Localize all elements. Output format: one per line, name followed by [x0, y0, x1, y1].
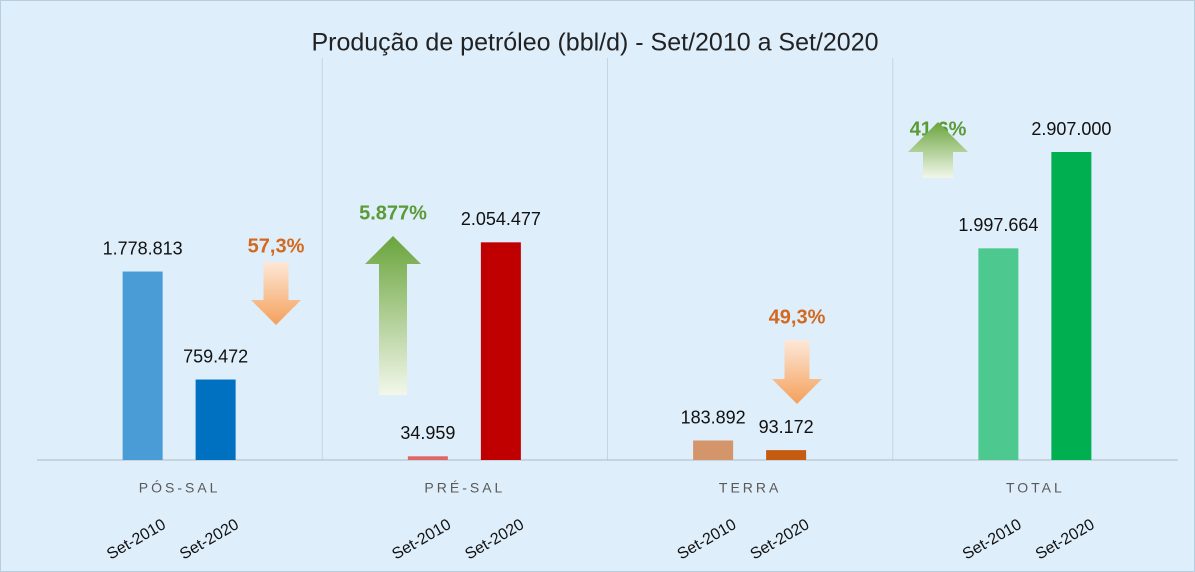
change-label: 57,3% — [248, 235, 305, 257]
value-label: 1.997.664 — [958, 215, 1038, 235]
x-tick-label: PÓS-SAL — [139, 480, 221, 496]
bar — [480, 242, 521, 460]
value-label: 34.959 — [400, 423, 455, 443]
x-tick-label: TERRA — [719, 480, 781, 496]
arrow-down — [772, 340, 822, 404]
arrow-down — [251, 262, 301, 325]
bar — [1051, 152, 1092, 460]
bar — [195, 379, 236, 460]
x-tick-label: PRÉ-SAL — [424, 480, 505, 496]
bar — [407, 456, 448, 460]
value-label: 93.172 — [759, 417, 814, 437]
value-label: 1.778.813 — [103, 238, 183, 258]
bar — [978, 248, 1019, 460]
value-label: 2.054.477 — [461, 209, 541, 229]
bar — [122, 271, 163, 460]
change-label: 5.877% — [359, 202, 427, 224]
arrow-up — [908, 122, 968, 178]
chart-title: Produção de petróleo (bbl/d) - Set/2010 … — [311, 29, 878, 57]
change-label: 49,3% — [769, 306, 826, 328]
x-tick-label: TOTAL — [1006, 480, 1065, 496]
value-label: 2.907.000 — [1031, 119, 1111, 139]
bar — [766, 450, 807, 460]
value-label: 183.892 — [681, 407, 746, 427]
value-label: 759.472 — [183, 346, 248, 366]
arrow-up — [365, 236, 421, 395]
bar — [693, 440, 734, 460]
